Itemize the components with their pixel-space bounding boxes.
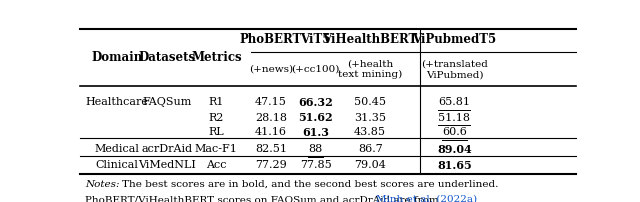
Text: ViMedNLI: ViMedNLI [138,160,196,170]
Text: 31.35: 31.35 [354,113,386,123]
Text: 50.45: 50.45 [354,97,386,107]
Text: (+translated
ViPubmed): (+translated ViPubmed) [421,60,488,79]
Text: 65.81: 65.81 [438,97,470,107]
Text: Mac-F1: Mac-F1 [195,144,238,155]
Text: ViT5: ViT5 [300,33,331,46]
Text: 81.65: 81.65 [437,160,472,170]
Text: Clinical: Clinical [96,160,139,170]
Text: R1: R1 [209,97,224,107]
Text: R2: R2 [209,113,224,123]
Text: Acc: Acc [206,160,227,170]
Text: The best scores are in bold, and the second best scores are underlined.: The best scores are in bold, and the sec… [122,180,499,189]
Text: 79.04: 79.04 [354,160,386,170]
Text: PhoBERT: PhoBERT [240,33,302,46]
Text: Minh et al. (2022a): Minh et al. (2022a) [376,195,477,202]
Text: 61.3: 61.3 [302,127,329,138]
Text: Healthcare: Healthcare [86,97,148,107]
Text: 41.16: 41.16 [255,127,287,137]
Text: 66.32: 66.32 [298,97,333,107]
Text: 60.6: 60.6 [442,127,467,137]
Text: Metrics: Metrics [191,51,242,64]
Text: 47.15: 47.15 [255,97,287,107]
Text: Notes:: Notes: [85,180,120,189]
Text: (+health
text mining): (+health text mining) [338,60,403,79]
Text: Datasets: Datasets [138,51,195,64]
Text: 51.18: 51.18 [438,113,470,123]
Text: 43.85: 43.85 [354,127,386,137]
Text: 51.62: 51.62 [298,112,333,123]
Text: ViHealthBERT: ViHealthBERT [323,33,418,46]
Text: Domain: Domain [92,51,143,64]
Text: PhoBERT/ViHealthBERT scores on FAQSum and acrDrAid are from: PhoBERT/ViHealthBERT scores on FAQSum an… [85,195,442,202]
Text: acrDrAid: acrDrAid [141,144,193,155]
Text: RL: RL [209,127,224,137]
Text: Medical: Medical [95,144,140,155]
Text: 77.85: 77.85 [300,160,332,170]
Text: 77.29: 77.29 [255,160,287,170]
Text: ViPubmedT5: ViPubmedT5 [412,33,497,46]
Text: 88: 88 [308,144,323,155]
Text: (+cc100): (+cc100) [291,65,340,74]
Text: 82.51: 82.51 [255,144,287,155]
Text: FAQSum: FAQSum [142,97,191,107]
Text: 28.18: 28.18 [255,113,287,123]
Text: 86.7: 86.7 [358,144,383,155]
Text: (+news): (+news) [249,65,293,74]
Text: 89.04: 89.04 [437,144,472,155]
